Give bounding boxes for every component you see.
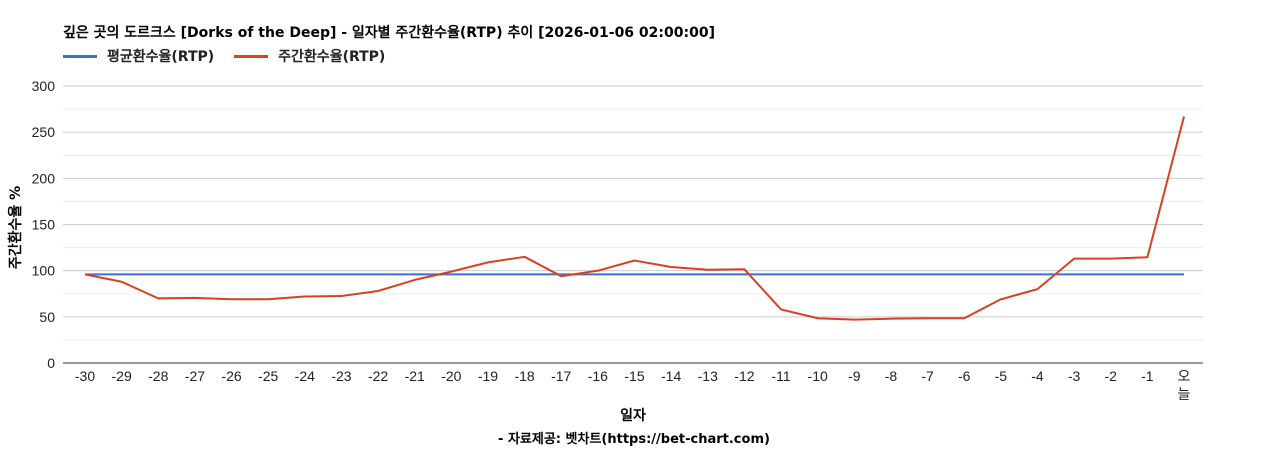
legend-swatch-blue-icon (63, 54, 97, 58)
svg-text:-28: -28 (148, 368, 168, 384)
series-lines (84, 116, 1185, 321)
svg-text:0: 0 (47, 355, 55, 371)
svg-text:-14: -14 (661, 368, 681, 384)
svg-text:-23: -23 (331, 368, 351, 384)
svg-text:-21: -21 (405, 368, 425, 384)
svg-text:-16: -16 (588, 368, 608, 384)
svg-text:-9: -9 (848, 368, 861, 384)
svg-text:50: 50 (39, 309, 55, 325)
svg-text:-12: -12 (734, 368, 754, 384)
svg-text:200: 200 (32, 170, 56, 186)
svg-text:300: 300 (32, 78, 56, 94)
svg-text:-27: -27 (185, 368, 205, 384)
svg-text:늘: 늘 (1178, 386, 1191, 402)
svg-text:100: 100 (32, 263, 56, 279)
svg-text:-3: -3 (1068, 368, 1081, 384)
svg-text:-20: -20 (441, 368, 461, 384)
svg-text:-8: -8 (885, 368, 898, 384)
y-axis-title: 주간환수율 % (7, 186, 24, 269)
svg-text:-26: -26 (221, 368, 241, 384)
svg-text:-11: -11 (771, 368, 790, 384)
x-axis-title: 일자 (620, 408, 646, 424)
x-axis-ticks: -30 -29 -28 -27 -26 -25 -24 -23 -22 -21 -20 -19 -18 -… (75, 368, 1191, 402)
svg-text:-29: -29 (112, 368, 132, 384)
svg-text:-25: -25 (258, 368, 278, 384)
svg-text:-13: -13 (698, 368, 718, 384)
svg-text:오: 오 (1178, 368, 1191, 384)
svg-text:-18: -18 (514, 368, 534, 384)
svg-text:-19: -19 (478, 368, 498, 384)
gridlines (63, 85, 1203, 364)
chart-legend: 평균환수율(RTP) 주간환수율(RTP) (63, 46, 405, 66)
legend-item-weekly[interactable]: 주간환수율(RTP) (234, 46, 385, 66)
svg-text:-10: -10 (808, 368, 828, 384)
svg-text:150: 150 (32, 217, 56, 233)
legend-label: 평균환수율(RTP) (107, 49, 215, 65)
source-credit: - 자료제공: 벳차트(https://bet-chart.com) (498, 432, 770, 447)
svg-text:-5: -5 (995, 368, 1008, 384)
legend-label: 주간환수율(RTP) (278, 49, 386, 65)
y-axis-ticks: 0 50 100 150 200 250 300 (32, 78, 56, 371)
svg-text:-7: -7 (921, 368, 934, 384)
svg-text:-4: -4 (1031, 368, 1044, 384)
legend-item-average[interactable]: 평균환수율(RTP) (63, 46, 214, 66)
svg-text:-30: -30 (75, 368, 95, 384)
svg-text:-17: -17 (551, 368, 571, 384)
svg-text:-24: -24 (295, 368, 315, 384)
svg-text:250: 250 (32, 124, 56, 140)
legend-swatch-red-icon (234, 54, 269, 58)
svg-text:-2: -2 (1105, 368, 1118, 384)
svg-text:-22: -22 (368, 368, 388, 384)
svg-text:-15: -15 (624, 368, 644, 384)
svg-text:-1: -1 (1141, 368, 1154, 384)
chart-title: 깊은 곳의 도르크스 [Dorks of the Deep] - 일자별 주간환… (63, 25, 715, 41)
svg-text:-6: -6 (958, 368, 971, 384)
